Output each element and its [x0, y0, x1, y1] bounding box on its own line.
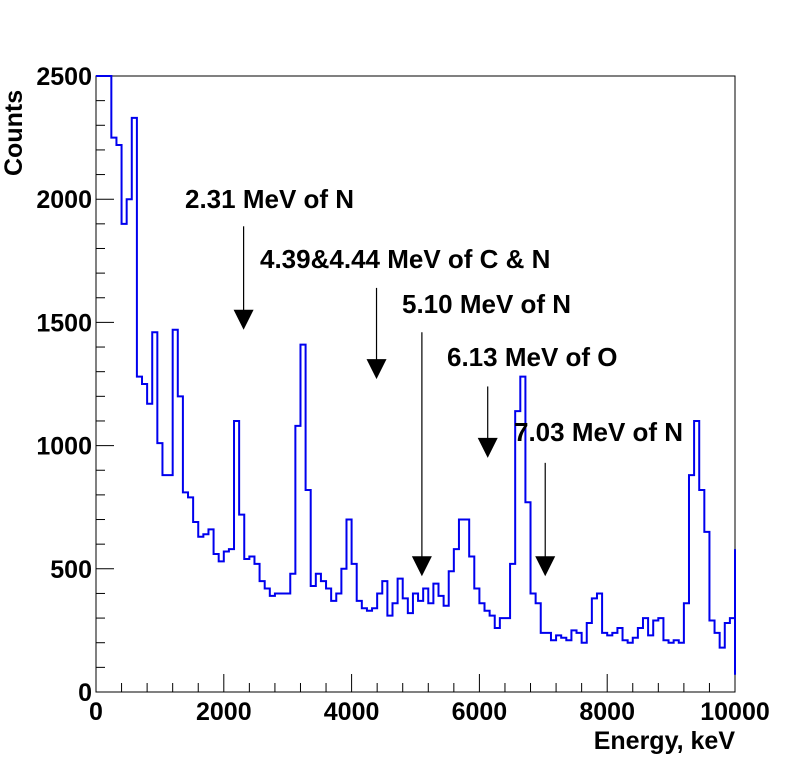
peak-label: 6.13 MeV of O — [447, 342, 618, 372]
y-tick-label: 500 — [50, 556, 92, 584]
x-tick-label: 8000 — [579, 698, 635, 726]
y-tick-label: 1000 — [36, 433, 92, 461]
plot-frame — [95, 75, 736, 693]
axis-ticks — [95, 75, 736, 693]
y-axis-title: Counts — [0, 90, 28, 176]
axis-tick-labels: 0 2000 4000 6000 8000 10000 0 500 1000 1500 2000 25… — [36, 63, 769, 726]
peak-annotations: 2.31 MeV of N 4.39&4.44 MeV of C & N 5.10 … — [185, 184, 683, 577]
x-tick-label: 6000 — [452, 698, 508, 726]
spectrum-histogram-line — [96, 75, 736, 675]
y-tick-label: 2000 — [36, 186, 92, 214]
peak-annotation: 6.13 MeV of O — [447, 342, 618, 458]
y-tick-label: 1500 — [36, 309, 92, 337]
peak-label: 2.31 MeV of N — [185, 184, 354, 214]
arrow-head — [535, 556, 556, 577]
x-tick-label: 4000 — [324, 698, 380, 726]
peak-annotation: 2.31 MeV of N — [185, 184, 354, 330]
arrow-head — [477, 437, 498, 458]
y-tick-label: 2500 — [36, 63, 92, 91]
arrow-head — [366, 359, 387, 380]
x-tick-label: 10000 — [700, 698, 770, 726]
x-tick-label: 2000 — [196, 698, 252, 726]
peak-annotation: 5.10 MeV of N — [402, 289, 571, 577]
peak-annotation: 4.39&4.44 MeV of C & N — [260, 244, 550, 380]
peak-label: 4.39&4.44 MeV of C & N — [260, 244, 550, 274]
x-tick-label: 0 — [89, 698, 103, 726]
peak-label: 5.10 MeV of N — [402, 289, 571, 319]
peak-label: 7.03 MeV of N — [514, 417, 683, 447]
arrow-head — [411, 556, 432, 577]
peak-annotation: 7.03 MeV of N — [514, 417, 683, 577]
y-tick-label: 0 — [78, 679, 92, 707]
x-axis-title: Energy, keV — [594, 727, 736, 755]
arrow-head — [233, 309, 254, 330]
